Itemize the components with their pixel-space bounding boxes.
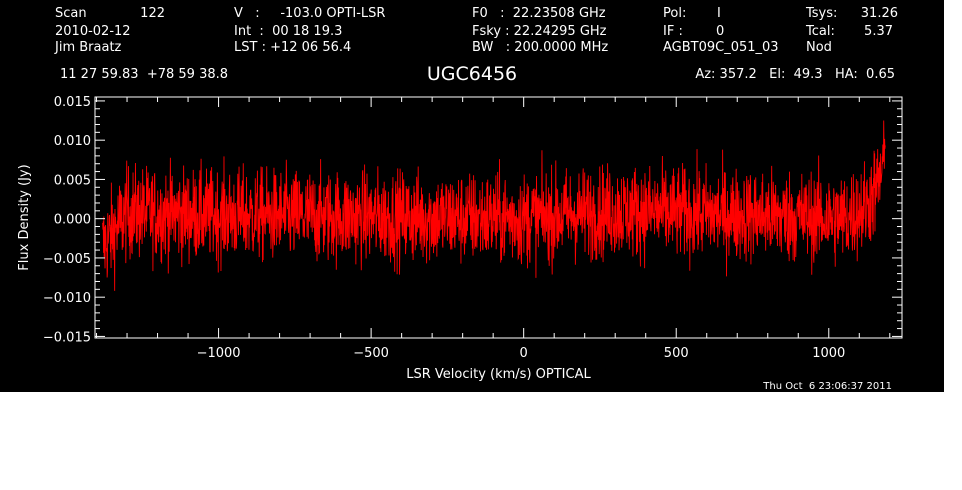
spectrum-line [102,120,886,291]
rest-frequency-readout: F0 : 22.23508 GHz [472,6,606,21]
scan-number: 122 [140,6,165,21]
plot-timestamp: Thu Oct 6 23:06:37 2011 [762,381,892,392]
tcal-value: 5.37 [864,24,893,39]
spectrum-panel: Scan 122 2010-02-12 Jim Braatz V : -103.… [0,0,944,392]
if-label: IF : [663,24,683,39]
sky-frequency-readout: Fsky : 22.24295 GHz [472,24,607,39]
y-tick-label: −0.015 [43,330,91,345]
polarization-label: Pol: [663,6,686,21]
x-tick-label: −500 [353,346,389,361]
spectrum-trace-layer [102,120,886,291]
observer-name: Jim Braatz [54,40,122,55]
y-tick-label: −0.010 [43,291,91,306]
source-name: UGC6456 [427,63,517,85]
x-tick-label: 500 [664,346,689,361]
tcal-label: Tcal: [805,24,835,39]
axis-ticks: −1000 −500 0 500 1000 0.015 0.010 0.005 0.000 −0.… [43,95,902,361]
x-axis-label: LSR Velocity (km/s) OPTICAL [406,367,591,382]
y-axis-label: Flux Density (Jy) [17,164,32,270]
source-coordinates: 11 27 59.83 +78 59 38.8 [60,67,228,82]
x-tick-label: −1000 [197,346,241,361]
y-tick-label: 0.015 [54,95,91,110]
plot-frame [94,96,903,339]
y-tick-label: 0.010 [54,134,91,149]
obs-date: 2010-02-12 [55,24,131,39]
y-tick-label: 0.005 [54,173,91,188]
velocity-readout: V : -103.0 OPTI-LSR [234,6,385,21]
scan-label: Scan [55,6,87,21]
lst-readout: LST : +12 06 56.4 [234,40,351,55]
y-tick-label: 0.000 [54,213,91,228]
integration-readout: Int : 00 18 19.3 [234,24,342,39]
if-value: 0 [716,24,724,39]
tsys-label: Tsys: [805,6,837,21]
x-tick-label: 0 [520,346,528,361]
project-id: AGBT09C_051_03 [663,40,779,55]
polarization-value: I [717,6,721,21]
pointing-readout: Az: 357.2 El: 49.3 HA: 0.65 [695,67,895,82]
y-tick-label: −0.005 [43,252,91,267]
x-tick-label: 1000 [812,346,845,361]
spectrum-chart: Scan 122 2010-02-12 Jim Braatz V : -103.… [17,6,903,392]
switching-mode: Nod [806,40,832,55]
bandwidth-readout: BW : 200.0000 MHz [472,40,608,55]
tsys-value: 31.26 [861,6,898,21]
